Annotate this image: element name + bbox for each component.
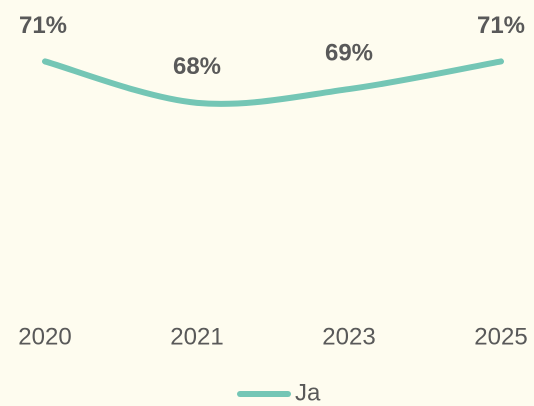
data-label: 71% [19, 12, 67, 39]
x-tick-label: 2020 [18, 323, 71, 350]
data-label: 69% [325, 39, 373, 66]
line [42, 58, 504, 107]
legend-label: Ja [295, 379, 321, 406]
x-tick-label: 2021 [170, 323, 223, 350]
data-label: 71% [477, 12, 525, 39]
x-tick-label: 2025 [474, 323, 527, 350]
x-tick-label: 2023 [322, 323, 375, 350]
data-label: 68% [173, 53, 221, 80]
